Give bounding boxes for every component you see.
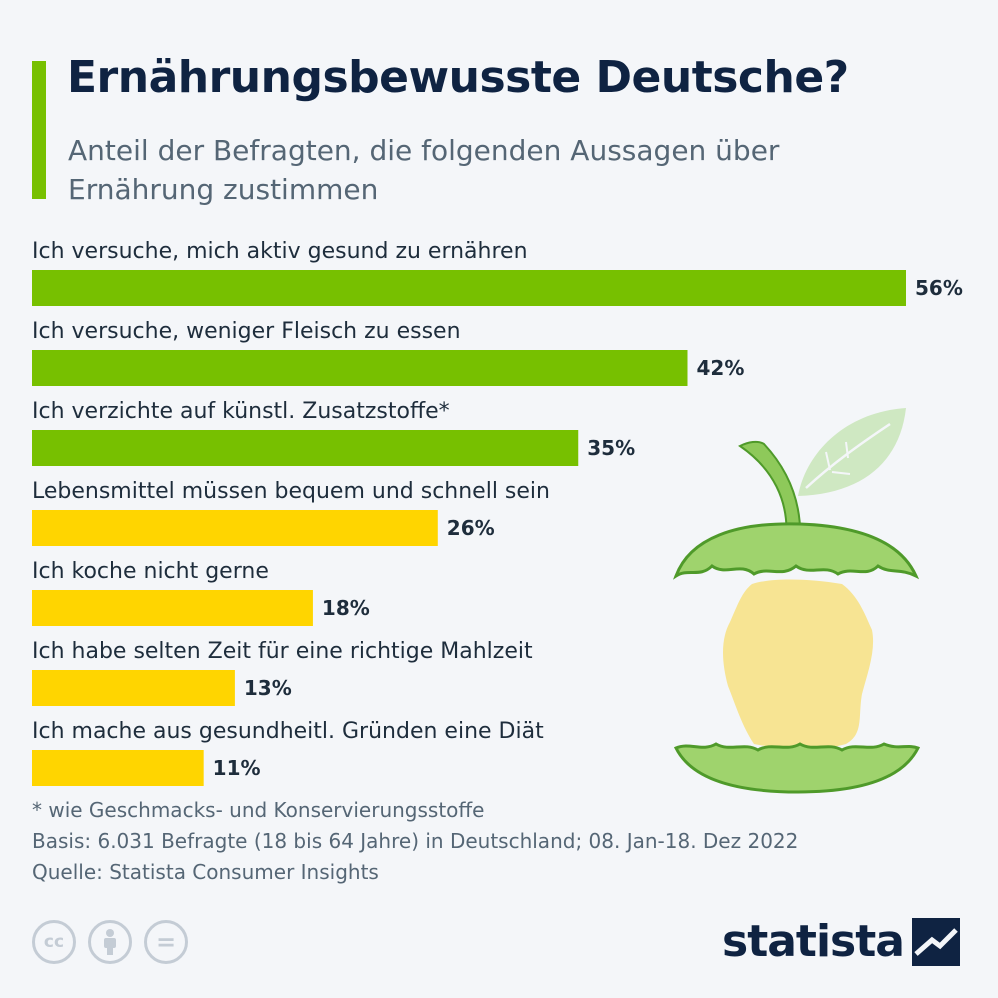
category-label: Ich koche nicht gerne — [32, 559, 269, 584]
bar — [32, 430, 579, 466]
value-label: 35% — [587, 436, 635, 460]
bar — [32, 670, 235, 706]
category-label: Ich mache aus gesundheitl. Gründen eine … — [32, 719, 544, 744]
value-label: 13% — [244, 676, 292, 700]
value-label: 56% — [915, 276, 963, 300]
no-derivatives-icon[interactable]: = — [144, 920, 188, 964]
license-icons: cc = — [32, 920, 188, 964]
category-label: Ich habe selten Zeit für eine richtige M… — [32, 639, 533, 664]
brand-logo[interactable]: statista — [722, 912, 960, 972]
page-subtitle: Anteil der Befragten, die folgenden Auss… — [68, 134, 780, 206]
bar — [32, 350, 688, 386]
value-label: 18% — [322, 596, 370, 620]
value-label: 11% — [213, 756, 261, 780]
category-label: Ich versuche, weniger Fleisch zu essen — [32, 319, 461, 344]
accent-bar — [32, 61, 46, 199]
statista-logo-icon — [911, 918, 960, 966]
value-label: 42% — [697, 356, 745, 380]
footnote: * wie Geschmacks- und Konservierungsstof… — [32, 798, 485, 822]
bar — [32, 270, 906, 306]
bar — [32, 590, 313, 626]
apple-core-germany-map-icon — [672, 408, 921, 794]
value-label: 26% — [447, 516, 495, 540]
brand-name: statista — [722, 916, 905, 967]
source-note: Quelle: Statista Consumer Insights — [32, 860, 379, 884]
attribution-icon[interactable] — [88, 920, 132, 964]
page-title: Ernährungsbewusste Deutsche? — [67, 52, 849, 103]
category-label: Ich versuche, mich aktiv gesund zu ernäh… — [32, 239, 528, 264]
bar — [32, 750, 204, 786]
basis-note: Basis: 6.031 Befragte (18 bis 64 Jahre) … — [32, 829, 799, 853]
category-label: Ich verzichte auf künstl. Zusatzstoffe* — [32, 399, 450, 424]
bar — [32, 510, 438, 546]
category-label: Lebensmittel müssen bequem und schnell s… — [32, 479, 550, 504]
chart-notes: * wie Geschmacks- und Konservierungsstof… — [32, 795, 798, 888]
cc-icon[interactable]: cc — [32, 920, 76, 964]
